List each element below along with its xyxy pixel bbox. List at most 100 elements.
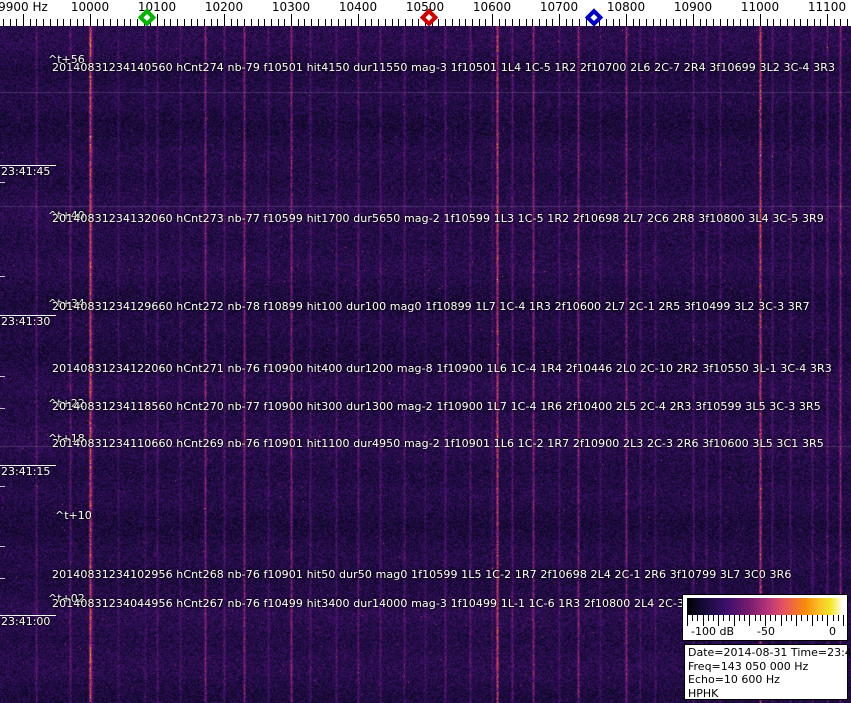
freq-tick	[204, 19, 205, 26]
freq-tick	[727, 19, 728, 26]
freq-tick	[686, 19, 687, 26]
freq-tick	[371, 19, 372, 26]
event-row-4: 20140831234118560 hCnt270 nb-77 f10900 h…	[52, 400, 821, 413]
time-minor-tick	[0, 546, 5, 547]
freq-tick	[559, 14, 560, 26]
colorbar-legend: -100 dB -50 0	[682, 594, 848, 641]
blue-marker[interactable]	[584, 8, 604, 26]
freq-tick	[626, 14, 627, 26]
freq-tick	[358, 14, 359, 26]
freq-tick	[606, 19, 607, 26]
colorbar-tick	[708, 615, 709, 621]
freq-tick	[633, 19, 634, 26]
colorbar-tick	[770, 615, 771, 621]
freq-tick	[191, 19, 192, 26]
time-marker-0: ^t+56	[48, 53, 85, 66]
time-marker-2: ^t+34	[48, 297, 85, 310]
freq-tick	[787, 19, 788, 26]
freq-tick	[452, 19, 453, 26]
freq-tick	[97, 19, 98, 26]
freq-label-11000: 11000	[740, 0, 780, 14]
event-row-5: 20140831234110660 hCnt269 nb-76 f10901 h…	[52, 437, 824, 450]
freq-tick	[479, 19, 480, 26]
time-marker-5: ^t+10	[55, 509, 92, 522]
freq-tick	[499, 19, 500, 26]
freq-tick	[50, 19, 51, 26]
freq-tick	[170, 19, 171, 26]
freq-tick	[137, 19, 138, 26]
info-date-time: Date=2014-08-31 Time=23:40 UTC	[688, 646, 851, 659]
freq-tick	[237, 19, 238, 26]
colorbar-tick	[760, 615, 761, 621]
freq-tick	[800, 19, 801, 26]
freq-tick	[599, 19, 600, 26]
freq-tick	[753, 19, 754, 26]
freq-tick	[412, 19, 413, 26]
freq-tick	[258, 19, 259, 26]
freq-tick	[512, 19, 513, 26]
time-label: 23:41:30	[1, 315, 51, 328]
freq-tick	[392, 19, 393, 26]
colorbar-label-2: 0	[829, 625, 836, 638]
freq-label-10400: 10400	[338, 0, 378, 14]
freq-tick	[526, 19, 527, 26]
freq-tick	[459, 19, 460, 26]
time-minor-tick	[0, 408, 5, 409]
freq-tick	[23, 14, 24, 26]
freq-tick	[465, 19, 466, 26]
freq-tick	[291, 14, 292, 26]
freq-tick	[304, 19, 305, 26]
freq-tick	[653, 19, 654, 26]
freq-tick	[740, 19, 741, 26]
colorbar-tick	[807, 615, 808, 621]
info-box: Date=2014-08-31 Time=23:40 UTC Freq=143 …	[684, 644, 851, 700]
time-label: 23:41:00	[1, 615, 51, 628]
freq-tick	[666, 19, 667, 26]
freq-label-10500: 10500	[405, 0, 445, 14]
freq-tick	[110, 19, 111, 26]
freq-tick	[284, 19, 285, 26]
time-minor-tick	[0, 578, 5, 579]
colorbar-tick	[739, 615, 740, 621]
freq-label-10800: 10800	[606, 0, 646, 14]
freq-tick	[30, 19, 31, 26]
time-minor-tick	[0, 376, 5, 377]
freq-tick	[794, 19, 795, 26]
time-minor-tick	[0, 276, 5, 277]
colorbar-tick	[749, 615, 750, 626]
freq-tick	[117, 19, 118, 26]
freq-label-10600: 10600	[472, 0, 512, 14]
freq-tick	[405, 19, 406, 26]
colorbar-tick	[843, 615, 844, 626]
freq-tick	[438, 19, 439, 26]
freq-label-10700: 10700	[539, 0, 579, 14]
freq-tick	[10, 19, 11, 26]
freq-tick	[345, 19, 346, 26]
freq-tick	[311, 19, 312, 26]
colorbar-tick	[718, 615, 719, 626]
freq-label-10300: 10300	[271, 0, 311, 14]
spectrogram-plot[interactable]: 23:41:45 23:41:30 23:41:15 23:41:00 ^t+56 ^t…	[0, 26, 851, 703]
freq-tick	[16, 19, 17, 26]
colorbar-label-1: -50	[757, 625, 775, 638]
freq-tick	[807, 19, 808, 26]
freq-tick	[814, 19, 815, 26]
time-rule	[0, 615, 56, 616]
colorbar-gradient	[687, 598, 843, 615]
freq-tick	[747, 19, 748, 26]
freq-tick	[325, 19, 326, 26]
freq-tick	[579, 19, 580, 26]
freq-tick	[130, 19, 131, 26]
freq-tick	[760, 14, 761, 26]
freq-tick	[619, 19, 620, 26]
time-rule	[0, 315, 56, 316]
freq-tick	[164, 19, 165, 26]
freq-tick	[572, 19, 573, 26]
event-row-3: 20140831234122060 hCnt271 nb-76 f10900 h…	[52, 362, 832, 375]
freq-tick	[566, 19, 567, 26]
colorbar-tick	[786, 615, 787, 621]
freq-tick	[124, 19, 125, 26]
freq-tick	[673, 19, 674, 26]
info-frequency: Freq=143 050 000 Hz	[688, 659, 809, 673]
